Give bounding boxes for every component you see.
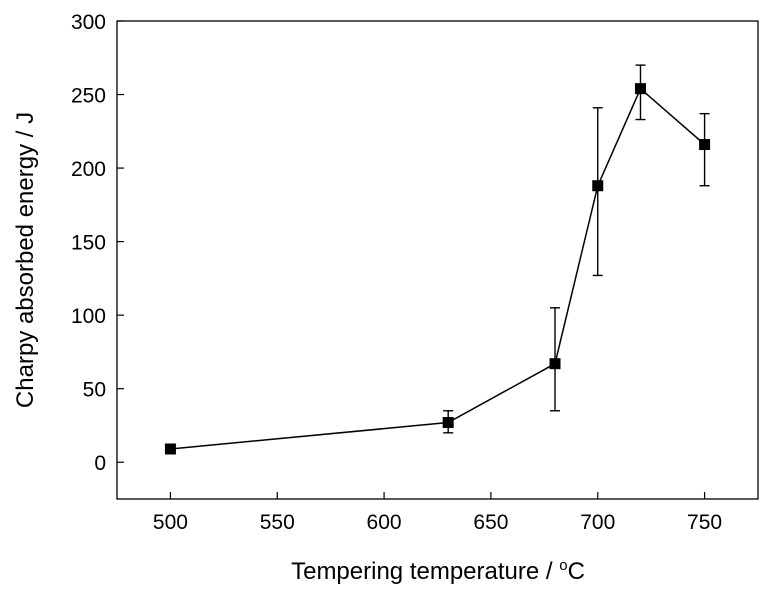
x-axis-title: Tempering temperature / oC [291, 557, 585, 585]
x-tick-label: 500 [153, 511, 188, 534]
x-tick-label: 700 [580, 511, 615, 534]
error-bars [443, 64, 710, 434]
data-point-marker [592, 180, 604, 192]
x-axis-title-text: Tempering temperature / [291, 558, 559, 585]
y-tick-label: 50 [83, 379, 106, 402]
data-point-marker [699, 139, 711, 151]
y-tick-label: 0 [94, 452, 106, 475]
x-tick-label: 600 [367, 511, 402, 534]
x-axis-ticks: 500 550 600 650 700 750 [153, 492, 722, 534]
series-line [170, 87, 706, 450]
data-markers [164, 83, 711, 455]
y-tick-label: 250 [71, 85, 106, 108]
x-tick-label: 550 [260, 511, 295, 534]
x-tick-label: 650 [473, 511, 508, 534]
plot-frame [116, 20, 759, 500]
x-tick-label: 750 [687, 511, 722, 534]
y-tick-label: 200 [71, 158, 106, 181]
data-point-marker [164, 443, 176, 455]
x-axis-unit-superscript: o [559, 557, 567, 574]
data-point-marker [634, 83, 646, 95]
data-point-marker [549, 358, 561, 370]
y-axis-title: Charpy absorbed energy / J [12, 112, 39, 408]
data-point-marker [442, 417, 454, 429]
x-axis-unit: C [568, 558, 585, 585]
y-tick-label: 100 [71, 305, 106, 328]
y-tick-label: 300 [71, 11, 106, 34]
y-axis-ticks: 0 50 100 150 200 250 300 [71, 11, 124, 475]
y-tick-label: 150 [71, 232, 106, 255]
